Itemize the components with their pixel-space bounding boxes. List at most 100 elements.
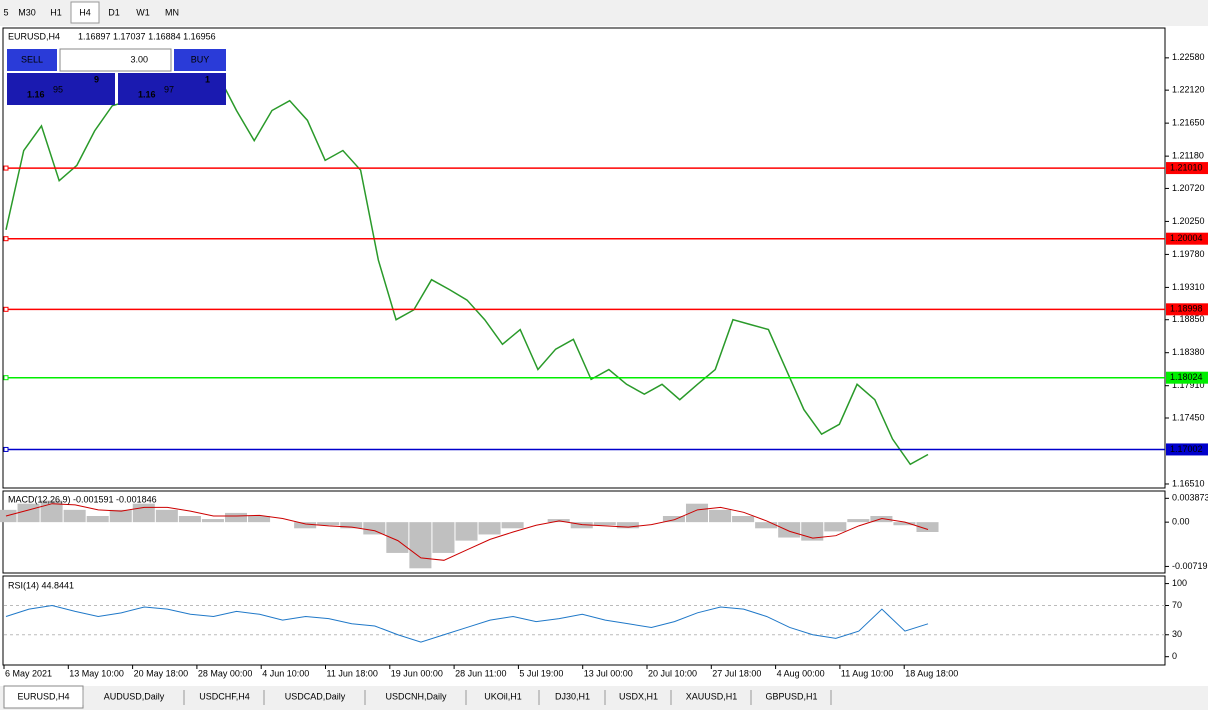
x-tick-label: 20 May 18:00 xyxy=(134,668,189,678)
tab-label[interactable]: USDCHF,H4 xyxy=(199,691,250,701)
timeframe-button[interactable] xyxy=(129,2,157,23)
buy-label[interactable]: BUY xyxy=(191,54,210,64)
macd-bar xyxy=(432,522,455,553)
timeframe-label[interactable]: MN xyxy=(165,7,179,17)
price-big[interactable]: 1.16 xyxy=(27,89,45,99)
timeframe-label[interactable]: D1 xyxy=(108,7,120,17)
level-label: 1.21010 xyxy=(1170,162,1203,172)
tab-label[interactable]: GBPUSD,H1 xyxy=(765,691,817,701)
macd-bar xyxy=(778,522,801,538)
level-label: 1.20004 xyxy=(1170,233,1203,243)
y-tick-label: 0.00 xyxy=(1172,517,1190,527)
volume[interactable]: 3.00 xyxy=(130,54,148,64)
macd-bar xyxy=(248,516,271,523)
y-tick-label: 30 xyxy=(1172,629,1182,639)
y-tick-label: 70 xyxy=(1172,600,1182,610)
y-tick-label: 0 xyxy=(1172,651,1177,661)
buy-button[interactable] xyxy=(174,49,226,71)
timeframe-button[interactable] xyxy=(100,2,128,23)
timeframe-button[interactable] xyxy=(13,2,41,23)
toolbar xyxy=(0,0,1208,26)
tab-label[interactable]: AUDUSD,Daily xyxy=(104,691,165,701)
timeframe-label[interactable]: H1 xyxy=(50,7,62,17)
y-tick-label: 1.16510 xyxy=(1172,478,1205,488)
tab-label[interactable]: USDCAD,Daily xyxy=(285,691,346,701)
level-handle xyxy=(3,165,9,171)
price-box[interactable] xyxy=(118,73,226,105)
y-tick-label: 1.19780 xyxy=(1172,249,1205,259)
y-tick-label: 1.17910 xyxy=(1172,380,1205,390)
timeframe-button[interactable] xyxy=(0,2,12,23)
tab-label[interactable]: UKOil,H1 xyxy=(484,691,522,701)
timeframe-button[interactable] xyxy=(42,2,70,23)
price-small[interactable]: 1 xyxy=(205,74,210,84)
y-tick-label: 1.21650 xyxy=(1172,118,1205,128)
macd-bar xyxy=(847,519,870,523)
timeframe-label[interactable]: W1 xyxy=(136,7,150,17)
x-tick-label: 6 May 2021 xyxy=(5,668,52,678)
macd-bar xyxy=(109,509,132,523)
level-label: 1.18024 xyxy=(1170,372,1203,382)
macd-bar xyxy=(893,522,916,526)
y-tick-label: 1.20250 xyxy=(1172,216,1205,226)
y-tick-label: 1.17450 xyxy=(1172,412,1205,422)
macd-bar xyxy=(17,503,40,523)
level-label-box xyxy=(1166,303,1208,316)
tab-label[interactable]: USDX,H1 xyxy=(619,691,658,701)
tab-label[interactable]: XAUUSD,H1 xyxy=(686,691,738,701)
level-handle xyxy=(3,306,9,312)
sell-button[interactable] xyxy=(7,49,57,71)
level-label-box xyxy=(1166,443,1208,456)
level-handle xyxy=(3,236,9,242)
x-tick-label: 19 Jun 00:00 xyxy=(391,668,443,678)
macd-bar xyxy=(178,516,201,523)
macd-bar xyxy=(755,522,778,529)
tab-label[interactable]: DJ30,H1 xyxy=(555,691,590,701)
level-label-box xyxy=(1166,371,1208,384)
macd-bar xyxy=(501,522,524,529)
timeframe-button[interactable] xyxy=(70,1,100,24)
level-label-box xyxy=(1166,162,1208,175)
x-tick-label: 11 Aug 10:00 xyxy=(841,668,893,678)
chart-quote: 1.16897 1.17037 1.16884 1.16956 xyxy=(78,31,216,41)
x-tick-label: 5 Jul 19:00 xyxy=(519,668,563,678)
macd-bar xyxy=(616,522,639,529)
macd-bar xyxy=(685,503,709,523)
sell-label[interactable]: SELL xyxy=(21,54,43,64)
price-main[interactable]: 95 xyxy=(53,84,63,94)
macd-bar xyxy=(224,512,248,523)
price-small[interactable]: 9 xyxy=(94,74,99,84)
macd-bar xyxy=(155,509,178,523)
level-label: 1.17002 xyxy=(1170,444,1203,454)
tab-label[interactable]: USDCNH,Daily xyxy=(385,691,447,701)
macd-bar xyxy=(824,522,847,532)
timeframe-label[interactable]: H4 xyxy=(79,7,91,17)
tab-bar xyxy=(0,686,1208,710)
y-tick-label: 1.19310 xyxy=(1172,282,1205,292)
rsi-line xyxy=(5,605,929,643)
x-tick-label: 13 May 10:00 xyxy=(69,668,124,678)
macd-bar xyxy=(201,519,224,523)
timeframe-label[interactable]: M30 xyxy=(18,7,36,17)
timeframe-label[interactable]: 5 xyxy=(3,7,8,17)
level-label-box xyxy=(1166,232,1208,245)
volume-box[interactable] xyxy=(59,48,172,72)
timeframe-button[interactable] xyxy=(158,2,186,23)
macd-bar xyxy=(732,516,755,523)
level-handle xyxy=(3,446,9,452)
tab-label[interactable]: EURUSD,H4 xyxy=(17,691,69,701)
price-box[interactable] xyxy=(7,73,115,105)
macd-bar xyxy=(294,522,317,529)
price-main[interactable]: 97 xyxy=(164,84,174,94)
macd-bar xyxy=(317,522,340,526)
price-big[interactable]: 1.16 xyxy=(138,89,156,99)
macd-bar xyxy=(409,522,432,569)
macd-pane xyxy=(2,490,1166,574)
macd-bar xyxy=(593,522,616,526)
x-tick-label: 20 Jul 10:00 xyxy=(648,668,697,678)
x-tick-label: 4 Aug 00:00 xyxy=(777,668,825,678)
y-tick-label: 1.20720 xyxy=(1172,183,1205,193)
y-tick-label: 1.22120 xyxy=(1172,85,1205,95)
macd-bar xyxy=(455,522,478,541)
macd-bar xyxy=(132,503,155,523)
